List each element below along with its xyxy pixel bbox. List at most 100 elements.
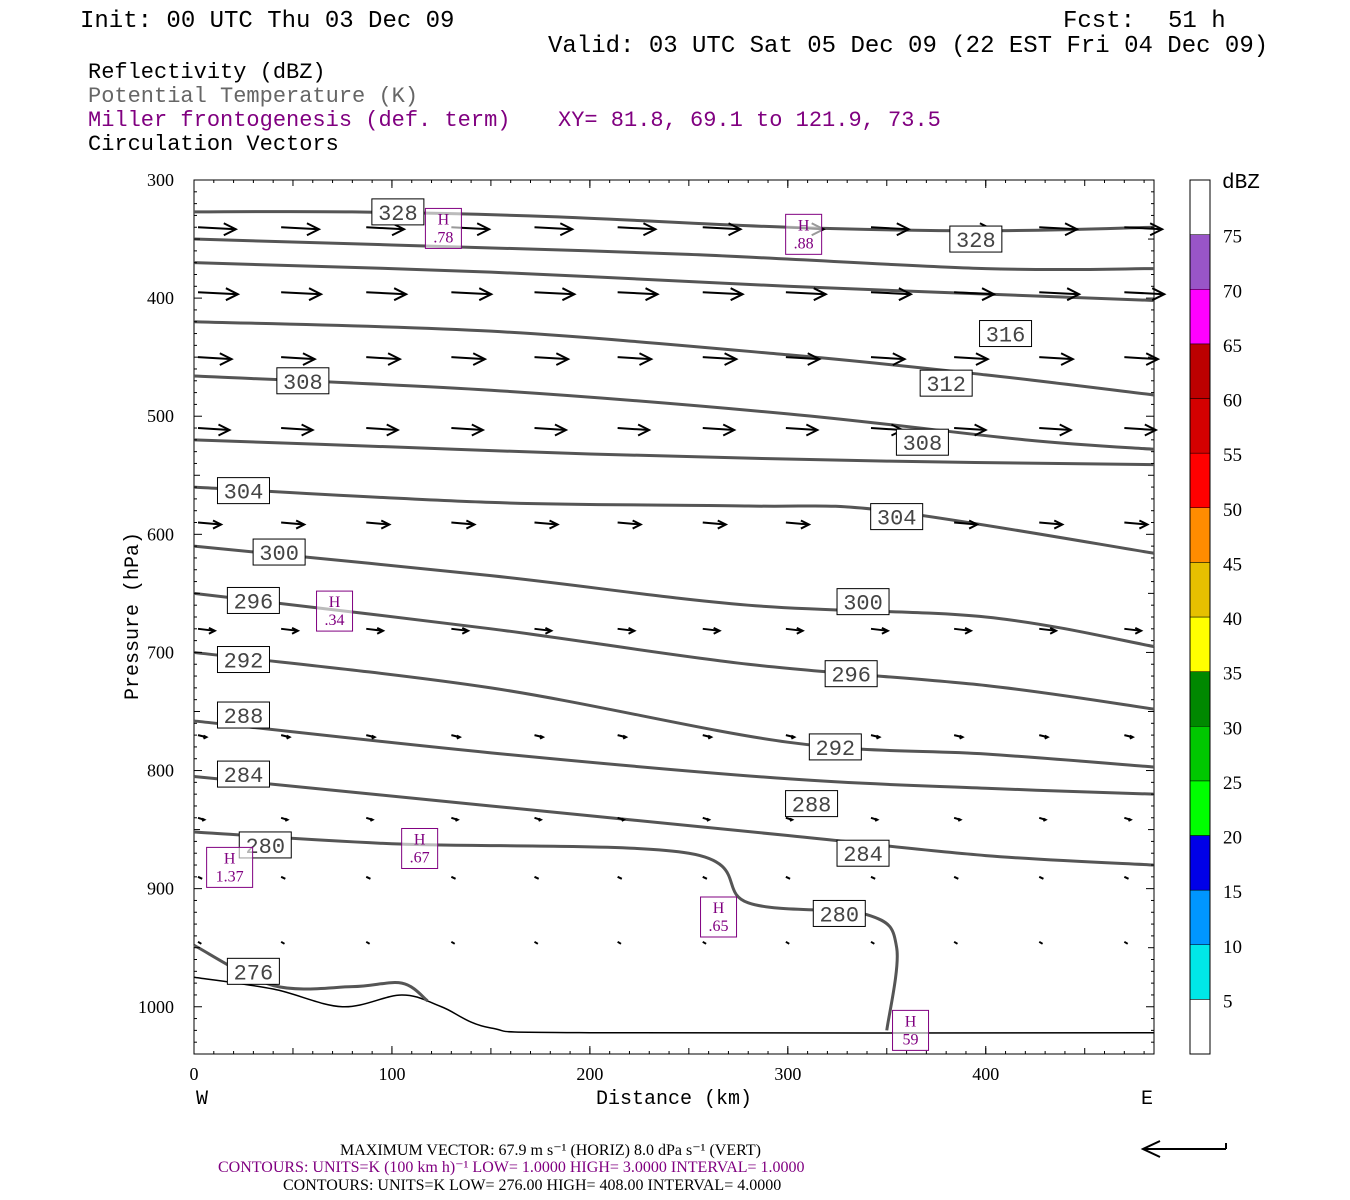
- circulation-vector: [702, 291, 743, 296]
- forecast-hours: 51 h: [1168, 8, 1226, 35]
- circulation-vector: [702, 521, 726, 526]
- colorbar-label: 25: [1223, 773, 1242, 794]
- circulation-vector: [365, 940, 371, 945]
- circulation-vector: [197, 356, 232, 361]
- circulation-vector: [702, 226, 741, 231]
- theta-contour: [193, 591, 1155, 711]
- frontogenesis-high-box: [206, 846, 254, 888]
- y-tick-label: 800: [147, 761, 174, 781]
- circulation-vector: [953, 875, 959, 880]
- contours-frontogenesis-text: CONTOURS: UNITS=K (100 km h)⁻¹ LOW= 1.00…: [218, 1159, 805, 1176]
- circulation-vector-head: [219, 352, 234, 366]
- colorbar-swatch: [1189, 726, 1211, 782]
- frontogenesis-high-value: .78: [433, 229, 453, 246]
- circulation-vector-head: [968, 519, 980, 530]
- theta-label: 296: [831, 664, 871, 689]
- circulation-vector-head: [1042, 817, 1048, 822]
- circulation-vector-head: [796, 626, 805, 635]
- field-frontogenesis: Miller frontogenesis (def. term): [88, 108, 510, 133]
- circulation-vector: [1123, 940, 1129, 945]
- circulation-vector-head: [896, 222, 912, 237]
- circulation-vector: [534, 875, 540, 880]
- colorbar-label: 50: [1223, 500, 1242, 521]
- y-tick-label: 500: [147, 406, 174, 426]
- colorbar-swatch: [1189, 179, 1211, 235]
- theta-label-box: [949, 225, 1003, 253]
- circulation-vector-head: [225, 287, 241, 302]
- field-vectors: Circulation Vectors: [88, 132, 339, 157]
- circulation-vector: [1124, 427, 1156, 432]
- circulation-vector-head: [369, 817, 375, 822]
- colorbar-swatch: [1189, 944, 1211, 1000]
- theta-contour: [193, 237, 1155, 272]
- circulation-vector: [785, 356, 820, 361]
- circulation-vector-head: [476, 222, 492, 237]
- circulation-vector-head: [728, 222, 743, 237]
- circulation-vector-head: [223, 222, 239, 237]
- theta-label-box: [979, 320, 1033, 348]
- circulation-vector-head: [555, 352, 571, 366]
- theta-label-box: [895, 428, 949, 456]
- circulation-vector-head: [789, 817, 795, 822]
- circulation-vector: [1124, 521, 1148, 526]
- circulation-vector-head: [478, 287, 494, 302]
- colorbar-label: 30: [1223, 718, 1242, 739]
- circulation-vector-head: [1053, 519, 1065, 530]
- theta-label: 316: [986, 324, 1026, 349]
- colorbar: 5 10 15 20 25 30 35 40 45 50 55 60 65 70 75: [1189, 179, 1242, 1055]
- circulation-vector: [280, 940, 286, 945]
- theta-contour: [193, 261, 1155, 302]
- colorbar-label: 15: [1223, 882, 1242, 903]
- circulation-vector-head: [465, 519, 477, 530]
- circulation-vector-head: [554, 423, 569, 437]
- theta-label-box: [226, 957, 280, 985]
- xy-endpoints: XY= 81.8, 69.1 to 121.9, 73.5: [558, 108, 941, 133]
- circulation-vector-head: [1145, 352, 1161, 366]
- theta-label: 284: [224, 764, 264, 789]
- theta-label: 328: [956, 229, 996, 254]
- theta-label: 276: [234, 961, 274, 986]
- circulation-vector: [617, 875, 623, 880]
- circulation-vector: [617, 521, 641, 526]
- circulation-vector-head: [203, 734, 209, 740]
- y-tick-label: 700: [147, 642, 174, 662]
- theta-label-box: [252, 538, 306, 566]
- frontogenesis-high-label: H: [438, 211, 450, 228]
- y-axis-label: Pressure (hPa): [122, 532, 145, 700]
- circulation-vector: [870, 875, 876, 880]
- x-tick-label: 100: [378, 1064, 405, 1084]
- circulation-vector: [451, 427, 483, 432]
- circulation-vector: [954, 356, 988, 361]
- circulation-vector-head: [639, 352, 654, 366]
- frontogenesis-high-label: H: [798, 217, 810, 234]
- circulation-vector: [870, 291, 911, 296]
- theta-label-box: [226, 586, 280, 614]
- frontogenesis-high-box: [785, 213, 823, 255]
- circulation-vector: [451, 291, 492, 296]
- circulation-vector-head: [393, 287, 409, 302]
- circulation-vector-head: [621, 817, 627, 822]
- theta-label: 284: [843, 843, 883, 868]
- circulation-vector: [1039, 427, 1071, 432]
- frontogenesis-high-label: H: [713, 900, 725, 917]
- circulation-vector-head: [1066, 287, 1082, 302]
- theta-label: 308: [903, 432, 943, 457]
- circulation-vector-head: [813, 287, 829, 302]
- circulation-vector-head: [713, 626, 722, 635]
- circulation-vector: [954, 521, 978, 526]
- circulation-vector: [533, 940, 539, 945]
- max-vector-text: MAXIMUM VECTOR: 67.9 m s⁻¹ (HORIZ) 8.0 d…: [340, 1142, 761, 1159]
- circulation-vector-head: [645, 287, 660, 302]
- colorbar-label: 40: [1223, 609, 1242, 630]
- circulation-vector-head: [957, 817, 963, 822]
- circulation-vector-head: [974, 423, 988, 437]
- colorbar-swatch: [1189, 398, 1211, 454]
- theta-label: 300: [843, 592, 883, 617]
- circulation-vector-head: [975, 352, 990, 366]
- circulation-vector-head: [286, 734, 292, 740]
- circulation-vector-head: [376, 626, 386, 635]
- frontogenesis-high-label: H: [224, 850, 236, 867]
- circulation-vector-head: [959, 734, 965, 740]
- circulation-vector-head: [717, 519, 729, 530]
- circulation-vector: [366, 427, 398, 432]
